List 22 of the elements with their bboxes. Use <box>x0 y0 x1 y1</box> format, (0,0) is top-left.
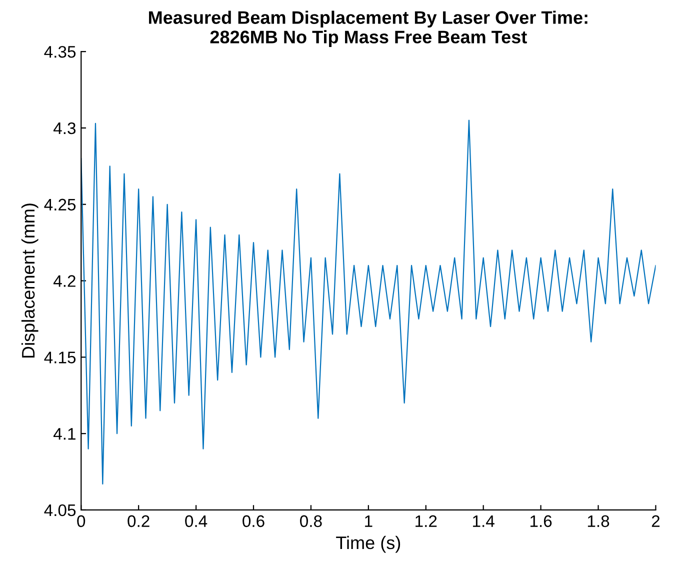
x-tick-label: 0.4 <box>185 515 208 528</box>
x-tick-label: 0 <box>77 515 86 528</box>
y-tick-label: 4.2 <box>53 275 76 287</box>
x-tick-label: 1 <box>365 515 372 527</box>
line-series <box>81 120 656 485</box>
x-tick-label: 0.2 <box>128 515 150 528</box>
y-tick-label: 4.35 <box>44 46 76 58</box>
y-tick-label: 4.25 <box>44 198 76 211</box>
y-tick-label: 4.1 <box>53 428 76 440</box>
x-axis-title: Time (s) <box>336 536 400 553</box>
y-tick-label: 4.3 <box>53 122 76 134</box>
x-tick-label: 2 <box>652 515 660 527</box>
x-tick-label: 1.2 <box>416 515 437 527</box>
y-axis-title: Displacement (mm) <box>21 204 38 358</box>
x-tick-label: 0.8 <box>300 515 322 528</box>
x-tick-label: 1.6 <box>530 515 552 528</box>
y-tick-label: 4.05 <box>44 504 76 516</box>
x-tick-label: 0.6 <box>242 515 264 528</box>
y-tick-label: 4.15 <box>44 352 76 364</box>
x-tick-label: 1.4 <box>473 515 494 527</box>
chart-title: Measured Beam Displacement By Laser Over Time: 2826MB No Tip Mass Free Beam Test <box>149 10 588 47</box>
x-tick-label: 1.8 <box>588 515 610 528</box>
